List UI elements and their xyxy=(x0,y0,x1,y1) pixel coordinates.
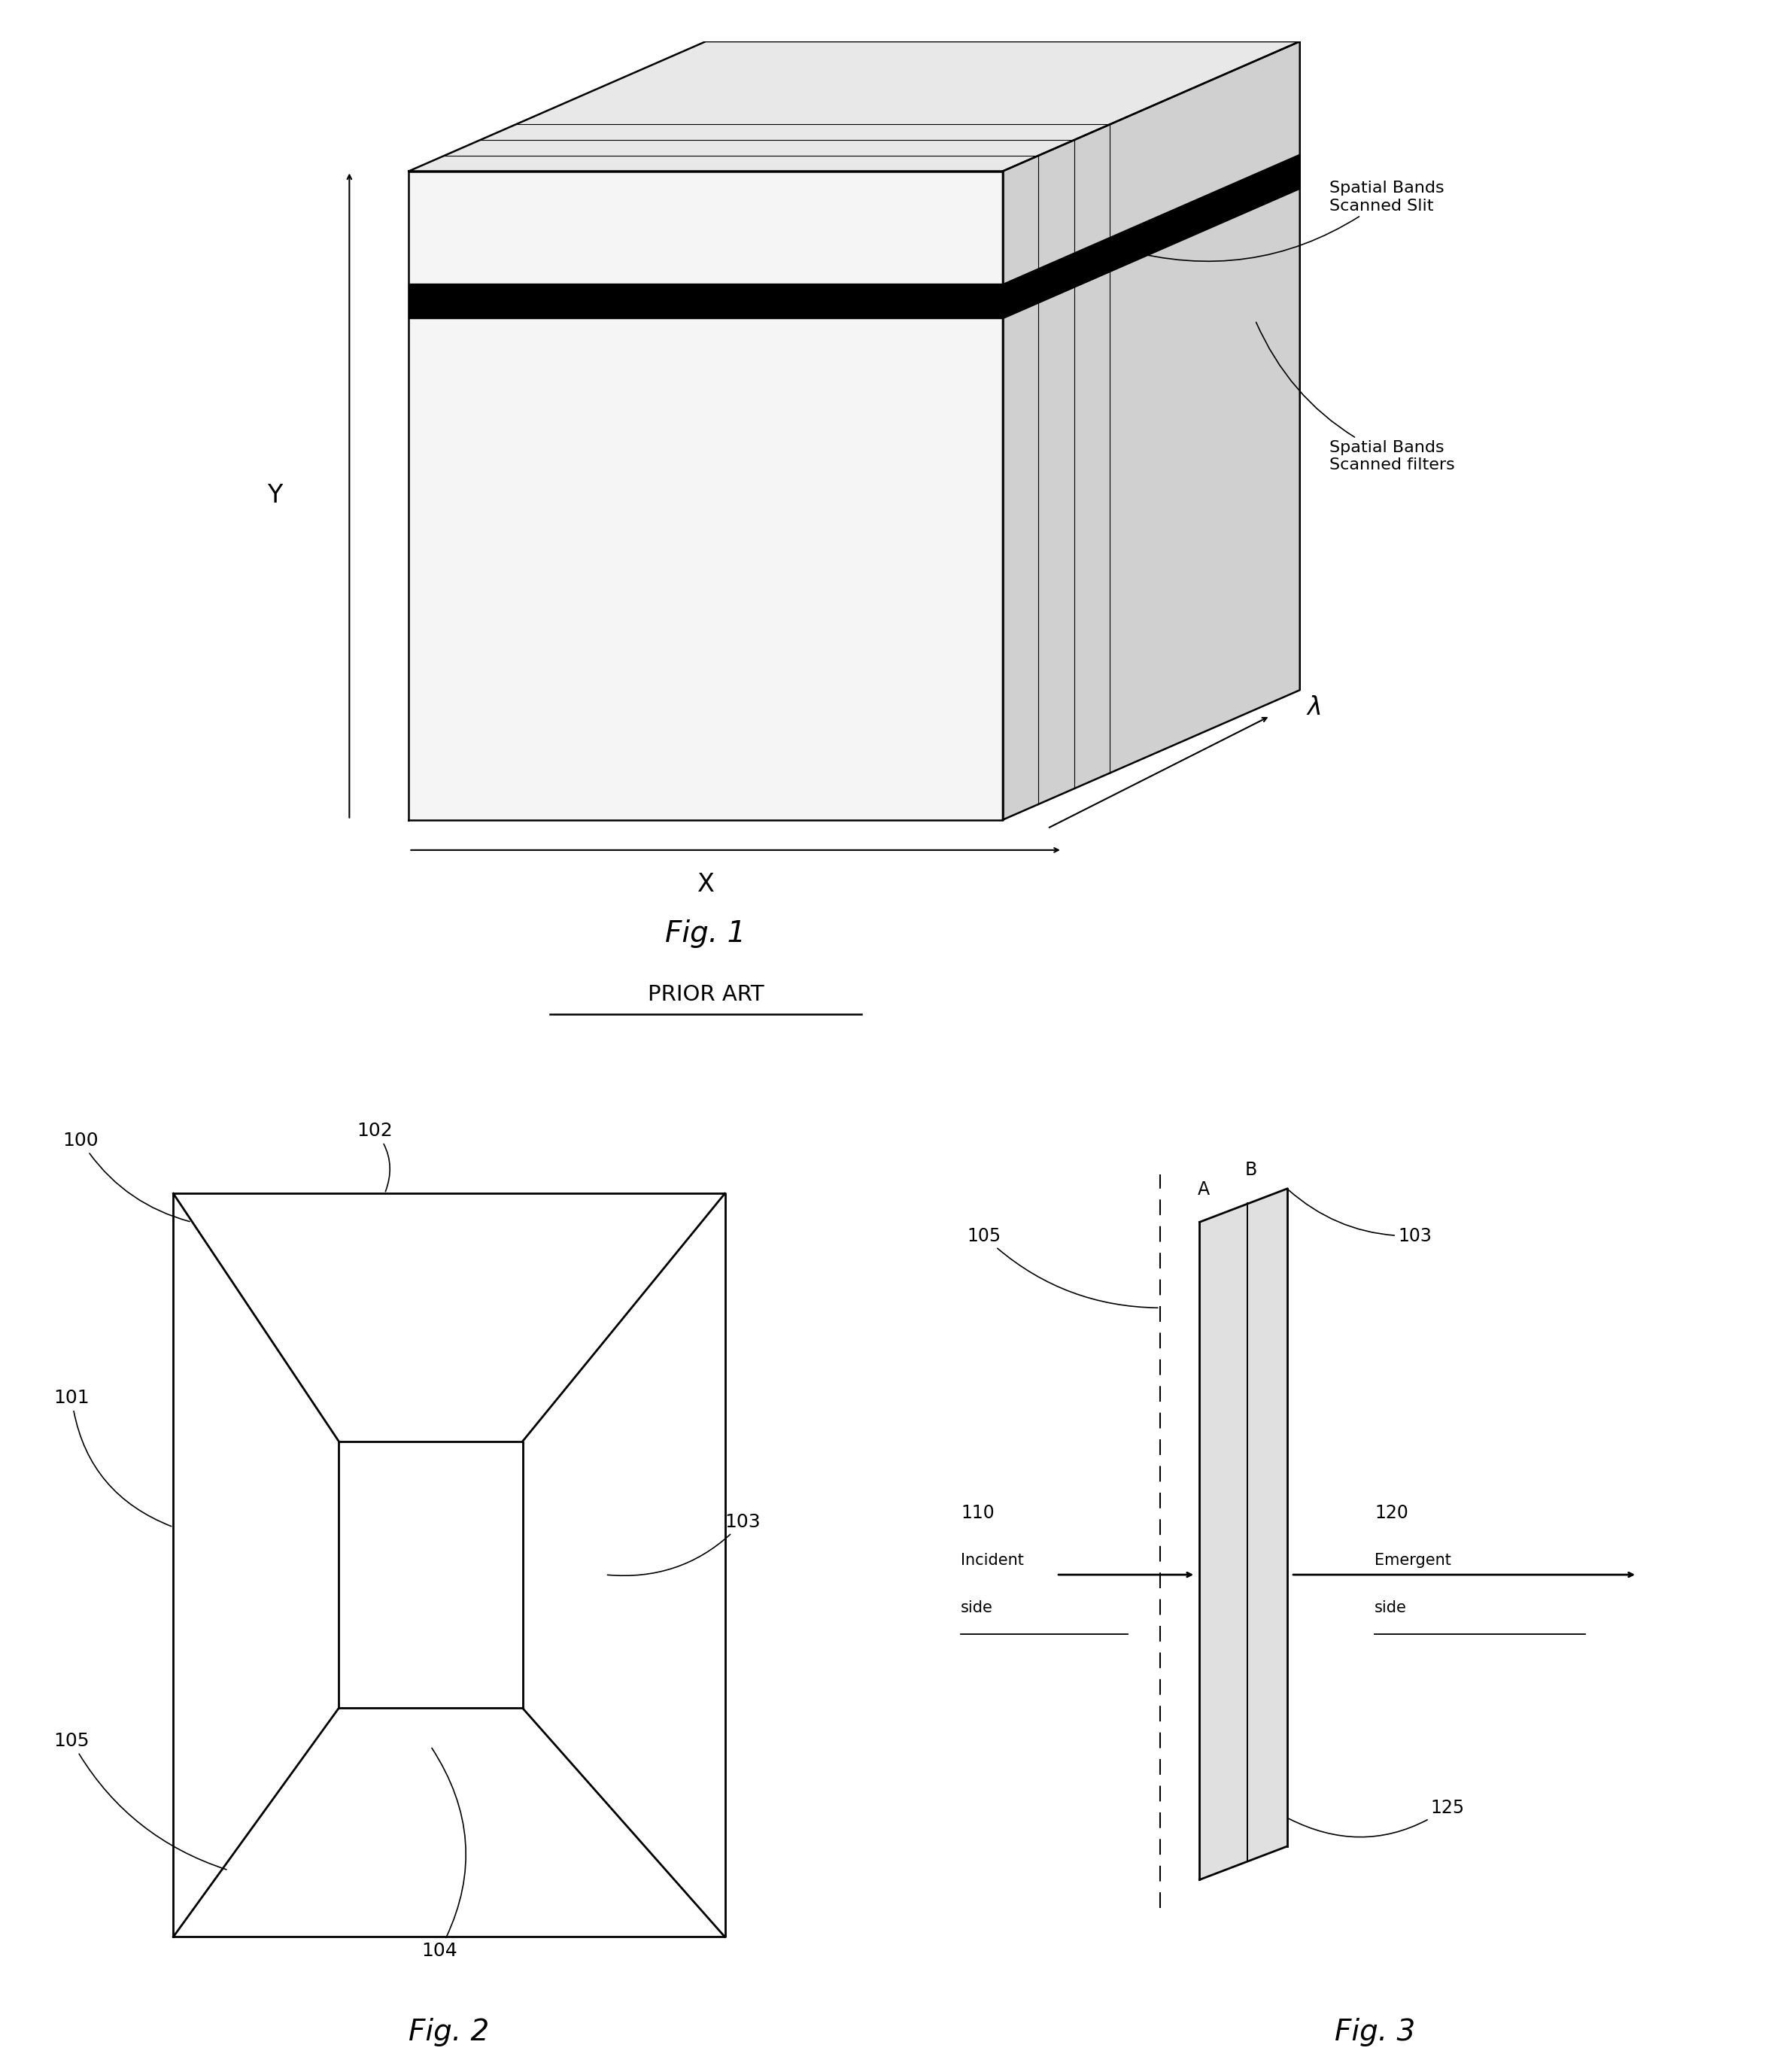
Text: 120: 120 xyxy=(1376,1504,1409,1521)
Text: 104: 104 xyxy=(421,1749,467,1960)
Text: B: B xyxy=(1245,1160,1257,1179)
Text: Fig. 1: Fig. 1 xyxy=(665,920,746,947)
Text: 110: 110 xyxy=(962,1504,995,1521)
Text: Spatial Bands
Scanned Slit: Spatial Bands Scanned Slit xyxy=(1124,180,1444,261)
Polygon shape xyxy=(1199,1189,1287,1879)
Text: 102: 102 xyxy=(357,1123,392,1191)
Text: Spatial Bands
Scanned filters: Spatial Bands Scanned filters xyxy=(1255,323,1455,472)
Text: Fig. 3: Fig. 3 xyxy=(1335,2018,1414,2047)
Text: side: side xyxy=(962,1600,994,1616)
Text: 105: 105 xyxy=(53,1732,226,1869)
Text: 125: 125 xyxy=(1289,1798,1464,1838)
Text: X: X xyxy=(697,872,714,897)
Polygon shape xyxy=(408,41,1299,172)
Text: 101: 101 xyxy=(53,1388,171,1527)
Text: Emergent: Emergent xyxy=(1376,1552,1452,1569)
Text: PRIOR ART: PRIOR ART xyxy=(647,984,764,1005)
Text: Incident: Incident xyxy=(962,1552,1024,1569)
Text: Y: Y xyxy=(267,483,283,508)
Polygon shape xyxy=(408,172,1002,821)
Text: λ: λ xyxy=(1307,694,1322,719)
Text: 105: 105 xyxy=(967,1227,1158,1307)
Text: side: side xyxy=(1376,1600,1407,1616)
Text: 100: 100 xyxy=(64,1131,189,1222)
Text: 103: 103 xyxy=(1289,1189,1432,1245)
Text: 103: 103 xyxy=(608,1513,760,1575)
Text: Fig. 2: Fig. 2 xyxy=(408,2018,490,2047)
Polygon shape xyxy=(1002,41,1299,821)
Text: A: A xyxy=(1197,1181,1209,1198)
